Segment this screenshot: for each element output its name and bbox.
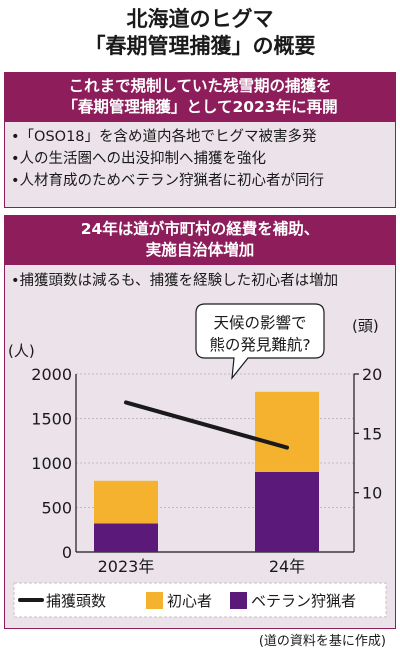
bar-segment bbox=[94, 523, 158, 552]
right-tick-label: 15 bbox=[362, 424, 382, 443]
bar-segment bbox=[255, 471, 319, 552]
bullet-item: •「OSO18」を含め道内各地でヒグマ被害多発 bbox=[11, 129, 317, 145]
bar-segment bbox=[94, 480, 158, 524]
chart-heading-line-1: 24年は道が市町村の経費を補助、 bbox=[80, 220, 320, 238]
legend-box bbox=[13, 582, 387, 618]
x-tick-label: 24年 bbox=[269, 557, 305, 576]
legend-label: ベテラン狩猟者 bbox=[251, 592, 356, 610]
left-tick-label: 1000 bbox=[31, 454, 72, 473]
right-tick-label: 10 bbox=[362, 484, 382, 503]
annotation-line-1: 天候の影響で bbox=[213, 314, 306, 332]
page-title: 北海道のヒグマ 「春期管理捕獲」の概要 bbox=[0, 6, 400, 60]
left-tick-label: 2000 bbox=[31, 365, 72, 384]
chart-panel-heading: 24年は道が市町村の経費を補助、 実施自治体増加 bbox=[5, 216, 395, 265]
legend-label: 捕獲頭数 bbox=[46, 592, 106, 610]
legend-veteran-swatch bbox=[230, 592, 247, 609]
source-note: (道の資料を基に作成) bbox=[258, 634, 386, 649]
annotation-bubble bbox=[195, 303, 325, 380]
legend-label: 初心者 bbox=[167, 592, 212, 610]
title-line-2: 「春期管理捕獲」の概要 bbox=[84, 34, 316, 58]
x-tick-label: 2023年 bbox=[98, 557, 155, 576]
title-line-1: 北海道のヒグマ bbox=[126, 7, 274, 31]
overview-panel: これまで規制していた残雪期の捕獲を 「春期管理捕獲」として2023年に再開 •「… bbox=[4, 72, 396, 208]
left-tick-label: 0 bbox=[62, 543, 72, 562]
chart-note: •捕獲頭数は減るも、捕獲を経験した初心者は増加 bbox=[11, 273, 339, 289]
overview-bullet-list: •「OSO18」を含め道内各地でヒグマ被害多発 •人の生活圏への出没抑制へ捕獲を… bbox=[5, 126, 395, 192]
right-tick-label: 20 bbox=[362, 365, 382, 384]
overview-heading: これまで規制していた残雪期の捕獲を 「春期管理捕獲」として2023年に再開 bbox=[5, 73, 395, 122]
bar-segment bbox=[255, 391, 319, 472]
legend-beginner-swatch bbox=[146, 592, 163, 609]
left-tick-label: 500 bbox=[41, 499, 72, 518]
overview-heading-line-2: 「春期管理捕獲」として2023年に再開 bbox=[62, 98, 338, 116]
left-tick-label: 1500 bbox=[31, 410, 72, 429]
right-axis-unit: (頭) bbox=[352, 317, 379, 335]
chart-heading-line-2: 実施自治体増加 bbox=[145, 241, 255, 259]
left-axis-unit: (人) bbox=[8, 342, 35, 360]
overview-heading-line-1: これまで規制していた残雪期の捕獲を bbox=[68, 77, 332, 95]
bullet-item: •人の生活圏への出没抑制へ捕獲を強化 bbox=[11, 151, 267, 167]
bullet-item: •人材育成のためベテラン狩猟者に初心者が同行 bbox=[11, 173, 325, 189]
capture-chart: 0 500 1000 1500 2000 (人) 10 15 20 (頭) 2023年 24年 天候の影… bbox=[8, 303, 387, 618]
capture-count-line bbox=[124, 400, 289, 450]
annotation-line-2: 熊の発見難航? bbox=[209, 336, 310, 354]
